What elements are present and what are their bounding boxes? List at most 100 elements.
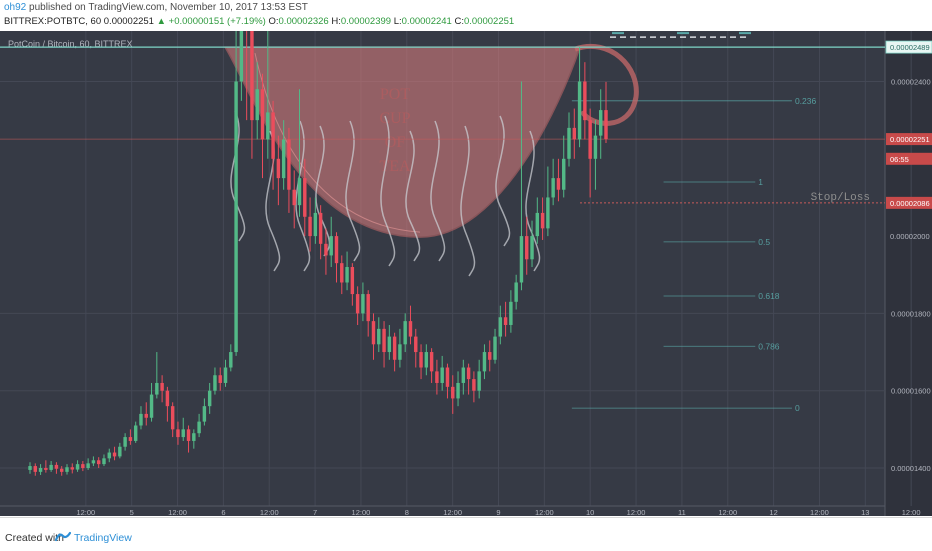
candle-body xyxy=(567,128,570,159)
candle-body xyxy=(287,139,290,189)
x-tick-label: 12:00 xyxy=(352,508,371,517)
candle-body xyxy=(583,82,586,121)
candle-body xyxy=(536,213,539,236)
candle-body xyxy=(546,197,549,228)
candle-body xyxy=(509,302,512,325)
target-arrow-base xyxy=(677,32,689,34)
candle-body xyxy=(240,31,243,82)
x-tick-label: 12:00 xyxy=(902,508,921,517)
candle-body xyxy=(541,213,544,228)
candle-body xyxy=(118,447,121,457)
candle-body xyxy=(514,282,517,301)
price-label-text: 0.00002086 xyxy=(890,199,930,208)
x-tick-label: 12:00 xyxy=(168,508,187,517)
candle-body xyxy=(298,178,301,205)
candle-body xyxy=(314,213,317,236)
tradingview-brand-link[interactable]: TradingView xyxy=(74,532,132,544)
x-tick-label: 11 xyxy=(678,508,686,517)
candle-body xyxy=(573,128,576,140)
candle-body xyxy=(65,467,68,472)
candle-body xyxy=(192,433,195,441)
candle-body xyxy=(604,110,607,139)
candle-body xyxy=(229,352,232,367)
candle-body xyxy=(92,460,95,463)
candle-body xyxy=(308,217,311,236)
candle-body xyxy=(361,294,364,313)
candle-body xyxy=(49,465,52,470)
x-tick-label: 6 xyxy=(221,508,225,517)
price-label-text: 0.00002000 xyxy=(890,232,930,241)
candle-body xyxy=(55,465,58,469)
close-label: C: xyxy=(454,16,464,27)
candle-body xyxy=(530,236,533,259)
candle-body xyxy=(578,82,581,140)
candle-body xyxy=(293,190,296,205)
price-axis-background xyxy=(885,31,932,516)
open-label: O: xyxy=(268,16,278,27)
candle-body xyxy=(28,466,31,470)
candle-body xyxy=(197,422,200,434)
fib-level-label: 0.618 xyxy=(758,291,780,301)
y-tick-label: 0.00001600 xyxy=(891,387,931,396)
author-link[interactable]: oh92 xyxy=(4,2,26,13)
candle-body xyxy=(39,468,42,472)
x-tick-label: 5 xyxy=(130,508,134,517)
x-tick-label: 7 xyxy=(313,508,317,517)
y-tick-label: 0.00001400 xyxy=(891,464,931,473)
candle-body xyxy=(176,429,179,437)
candle-body xyxy=(419,352,422,367)
candle-body xyxy=(86,463,89,468)
candle-body xyxy=(377,329,380,344)
candle-body xyxy=(451,387,454,399)
price-chart[interactable]: 0.000036000.000034000.000032000.00003000… xyxy=(0,31,932,517)
cup-text-label: CUP xyxy=(379,110,410,127)
candle-body xyxy=(224,368,227,383)
low-label: L: xyxy=(394,16,402,27)
target-arrow-base xyxy=(739,32,751,34)
published-text: published on TradingView.com, November 1… xyxy=(29,2,308,13)
candle-body xyxy=(282,139,285,178)
candle-body xyxy=(171,406,174,429)
fib-level-label: 0.236 xyxy=(795,96,817,106)
fib-level-label: 0.786 xyxy=(758,341,780,351)
candle-body xyxy=(81,464,84,468)
candle-body xyxy=(97,460,100,464)
candle-body xyxy=(382,329,385,352)
candle-body xyxy=(108,453,111,459)
candle-body xyxy=(329,236,332,255)
symbol-price: BITTREX:POTBTC, 60 0.00002251 xyxy=(4,16,154,27)
price-change: ▲ +0.00000151 (+7.19%) xyxy=(157,16,266,27)
candle-body xyxy=(493,337,496,360)
x-tick-label: 13 xyxy=(861,508,869,517)
candle-body xyxy=(234,82,237,353)
candle-body xyxy=(219,375,222,383)
candle-body xyxy=(472,379,475,391)
stop-loss-annotation: Stop/Loss xyxy=(811,192,870,204)
candle-body xyxy=(440,368,443,383)
chart-area[interactable]: 0.000036000.000034000.000032000.00003000… xyxy=(0,31,932,517)
candle-body xyxy=(467,368,470,380)
candle-body xyxy=(351,267,354,294)
candle-body xyxy=(393,337,396,360)
candle-body xyxy=(425,352,428,367)
candle-body xyxy=(134,425,137,440)
footer: Created with TradingView xyxy=(0,517,932,551)
target-arrow-base xyxy=(612,32,624,34)
candle-body xyxy=(504,317,507,325)
candle-body xyxy=(599,110,602,136)
x-tick-label: 12 xyxy=(769,508,777,517)
price-label-text: 0.00002489 xyxy=(890,43,930,52)
candle-body xyxy=(139,414,142,426)
x-tick-label: 12:00 xyxy=(810,508,829,517)
candle-body xyxy=(76,464,79,469)
candle-body xyxy=(525,236,528,259)
x-tick-label: 12:00 xyxy=(443,508,462,517)
candle-body xyxy=(155,383,158,395)
candle-body xyxy=(102,458,105,464)
candle-body xyxy=(71,467,74,469)
candle-body xyxy=(414,337,417,352)
cup-text-label: POT xyxy=(380,86,410,103)
candle-body xyxy=(345,267,348,282)
price-label-text: 0.00002251 xyxy=(890,135,930,144)
tradingview-logo-icon[interactable] xyxy=(55,530,71,542)
